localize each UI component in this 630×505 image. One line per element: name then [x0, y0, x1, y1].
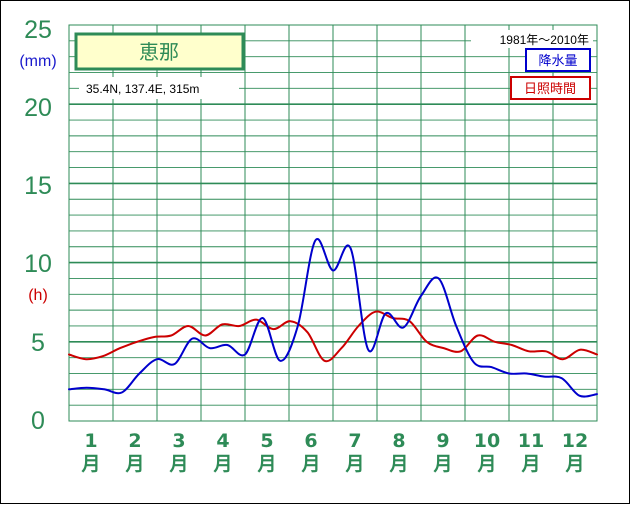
month-number-label: 4 — [216, 430, 229, 452]
period-bg — [471, 30, 593, 48]
month-suffix-label: 月 — [520, 453, 540, 475]
y-tick-labels: 25 20 15 10 5 0 — [24, 16, 52, 435]
month-suffix-label: 月 — [432, 453, 452, 475]
month-number-label: 8 — [392, 430, 405, 452]
month-suffix-label: 月 — [124, 453, 144, 475]
month-suffix-label: 月 — [564, 453, 584, 475]
station-name: 恵那 — [139, 40, 179, 64]
legend-precip-label: 降水量 — [538, 53, 577, 68]
legend-precip-box — [525, 48, 591, 72]
month-number-label: 12 — [562, 430, 588, 452]
series-lines — [68, 237, 598, 398]
legend-sunshine-box — [510, 76, 591, 100]
precipitation-line — [68, 237, 598, 398]
month-number-label: 1 — [84, 430, 97, 452]
sunshine-line — [68, 310, 598, 363]
station-title-box: 恵那 — [74, 32, 245, 71]
month-suffix-label: 月 — [212, 453, 232, 475]
month-number-label: 5 — [260, 430, 273, 452]
month-number-label: 2 — [128, 430, 141, 452]
month-number-label: 11 — [518, 430, 544, 452]
period-label: 1981年〜2010年 — [500, 33, 589, 47]
y-tick-20: 20 — [24, 94, 52, 122]
y-tick-5: 5 — [31, 329, 45, 357]
y-unit-sunshine: (h) — [28, 287, 48, 304]
month-number-label: 7 — [348, 430, 361, 452]
month-number-label: 10 — [474, 430, 500, 452]
y-tick-25: 25 — [24, 16, 52, 44]
y-tick-10: 10 — [24, 250, 52, 278]
y-tick-15: 15 — [24, 172, 52, 200]
y-tick-0: 0 — [31, 407, 45, 435]
month-suffix-label: 月 — [476, 453, 496, 475]
month-suffix-label: 月 — [388, 453, 408, 475]
location-bg — [79, 77, 239, 99]
y-unit-precip: (mm) — [19, 53, 56, 70]
month-suffix-label: 月 — [344, 453, 364, 475]
legend-sunshine-label: 日照時間 — [524, 81, 576, 96]
month-number-label: 9 — [436, 430, 449, 452]
month-suffix-label: 月 — [80, 453, 100, 475]
station-location: 35.4N, 137.4E, 315m — [86, 82, 199, 96]
month-suffix-label: 月 — [300, 453, 320, 475]
month-suffix-label: 月 — [168, 453, 188, 475]
month-number-label: 6 — [304, 430, 317, 452]
month-suffix-label: 月 — [256, 453, 276, 475]
month-number-label: 3 — [172, 430, 185, 452]
legend: 降水量 日照時間 — [510, 48, 591, 100]
